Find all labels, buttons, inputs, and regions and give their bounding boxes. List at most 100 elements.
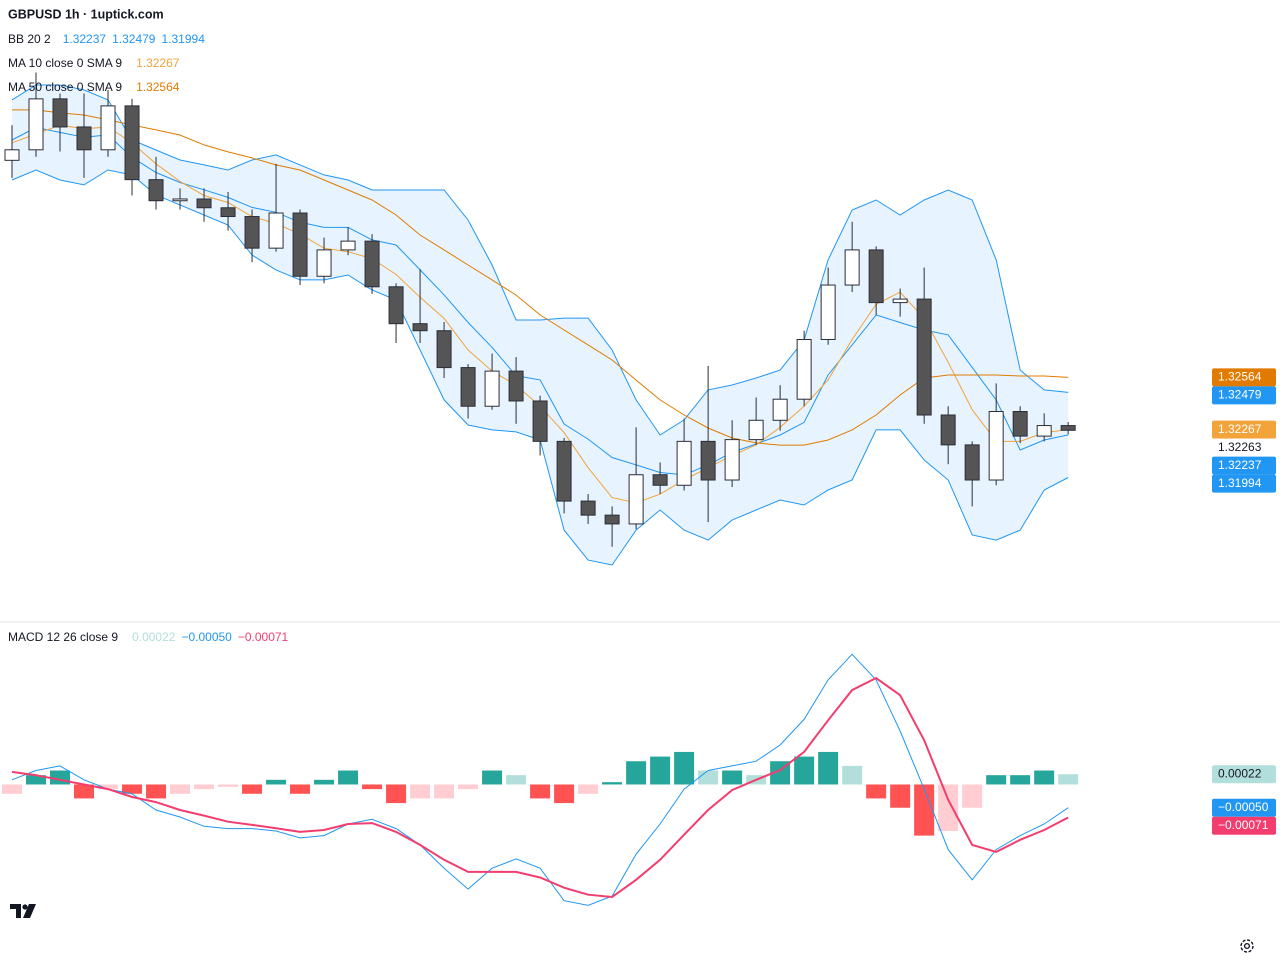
histogram-bar — [818, 751, 839, 785]
legend-value: 1.32479 — [112, 32, 156, 46]
chart-title: GBPUSD 1h · 1uptick.com — [8, 7, 164, 21]
histogram-bar — [74, 784, 95, 799]
macd-line — [11, 653, 1069, 906]
settings-button[interactable] — [1240, 939, 1254, 953]
histogram-bar — [938, 784, 959, 831]
candle-body — [700, 440, 716, 481]
candle-body — [556, 440, 572, 502]
candle-body — [916, 298, 932, 416]
histogram-bar — [890, 784, 911, 808]
price-badge — [1212, 386, 1276, 405]
candle-body — [316, 249, 332, 277]
settings-gear[interactable] — [1240, 939, 1254, 953]
candle-body — [460, 367, 476, 407]
histogram-bar — [218, 784, 239, 787]
histogram-bar — [1010, 775, 1031, 785]
candle-body — [244, 216, 260, 249]
band-basis — [11, 126, 1069, 476]
candle-body — [28, 98, 44, 151]
histogram-bar — [482, 770, 503, 785]
price-badge — [1212, 798, 1276, 817]
candle-body — [844, 249, 860, 286]
price-badge — [1212, 456, 1276, 475]
histogram-bar — [506, 775, 527, 785]
candle-body — [796, 338, 812, 400]
legend-name: MA 50 close 0 SMA 9 — [8, 80, 122, 94]
histogram-bar — [26, 775, 47, 785]
candle-body — [1012, 411, 1028, 437]
histogram-bar — [194, 784, 215, 790]
candle-body — [52, 98, 68, 128]
histogram-bar — [242, 784, 263, 794]
price-badge-label: 0.00022 — [1218, 766, 1262, 780]
legend-name: BB 20 2 — [8, 32, 51, 46]
candle-body — [532, 400, 548, 442]
candle-body — [940, 414, 956, 446]
candle-body — [820, 284, 836, 340]
histogram-bar — [2, 784, 23, 794]
candle-body — [124, 105, 140, 181]
histogram-bar — [530, 784, 551, 799]
candle-body — [580, 500, 596, 516]
price-badge-label: −0.00050 — [1218, 800, 1269, 814]
candle-body — [388, 286, 404, 325]
histogram-bar — [554, 784, 575, 804]
histogram-bar — [386, 784, 407, 804]
price-badge-label: −0.00071 — [1218, 818, 1269, 832]
settings-gear-center[interactable] — [1243, 942, 1251, 950]
legend-value: 1.31994 — [161, 32, 205, 46]
candle-body — [364, 240, 380, 288]
candle-body — [964, 444, 980, 481]
price-badge — [1212, 438, 1276, 457]
candle-body — [652, 474, 668, 486]
histogram-bar — [962, 784, 983, 808]
band-upper — [11, 84, 1069, 436]
candle-body — [4, 149, 20, 161]
histogram-bar — [122, 784, 143, 794]
candle-body — [988, 411, 1004, 481]
histogram-bar — [314, 779, 335, 785]
legend-name: MACD 12 26 close 9 — [8, 630, 118, 644]
candle-body — [484, 370, 500, 407]
price-badge-label: 1.31994 — [1218, 476, 1262, 490]
histogram-bar — [698, 770, 719, 785]
candle-body — [412, 323, 428, 332]
candle-body — [172, 198, 188, 202]
histogram-bar — [1034, 770, 1055, 785]
candle-body — [148, 179, 164, 202]
histogram-bar — [266, 779, 287, 785]
histogram-bar — [434, 784, 455, 799]
candle-body — [1060, 425, 1076, 431]
price-badge-label: 1.32237 — [1218, 458, 1262, 472]
price-badge-label: 1.32479 — [1218, 388, 1262, 402]
candle-body — [340, 240, 356, 251]
price-badge — [1212, 816, 1276, 835]
histogram-bar — [914, 784, 935, 836]
histogram-bar — [866, 784, 887, 799]
legend-value: −0.00050 — [181, 630, 232, 644]
moving-average — [12, 109, 1069, 446]
candle-body — [1036, 425, 1052, 437]
histogram-bar — [626, 761, 647, 785]
candle-body — [436, 330, 452, 369]
candle-body — [748, 419, 764, 441]
price-badge — [1212, 420, 1276, 439]
data-layer — [2, 72, 1079, 906]
candle-body — [196, 198, 212, 209]
histogram-bar — [842, 765, 863, 785]
candle-body — [220, 207, 236, 218]
logo-part — [22, 904, 28, 910]
candle-body — [676, 440, 692, 486]
candle-body — [604, 514, 620, 525]
price-badge — [1212, 765, 1276, 784]
legend-value: 0.00022 — [132, 630, 176, 644]
histogram-bar — [410, 784, 431, 799]
text-layer: GBPUSD 1h · 1uptick.com BB 20 2 1.32237 1.… — [8, 7, 289, 644]
legend-value: 1.32267 — [136, 56, 180, 70]
signal-line — [11, 676, 1069, 899]
price-badge-label: 1.32263 — [1218, 440, 1262, 454]
histogram-bar — [98, 784, 119, 790]
legend-value: −0.00071 — [238, 630, 289, 644]
histogram-bar — [602, 782, 623, 785]
